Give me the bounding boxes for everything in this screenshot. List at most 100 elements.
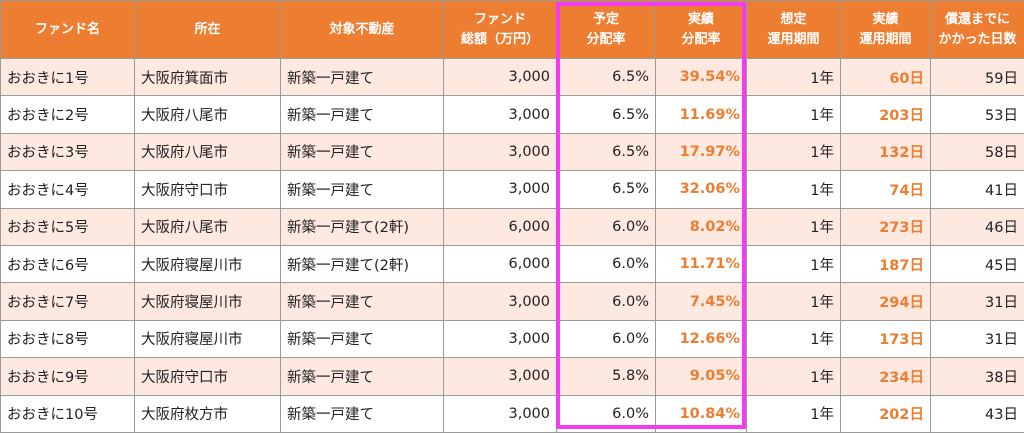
location-cell: 大阪府寝屋川市 (135, 283, 281, 320)
property-cell: 新築一戸建て (281, 96, 444, 133)
planned-period-cell: 1年 (747, 133, 841, 170)
property-cell: 新築一戸建て (281, 320, 444, 357)
property-cell: 新築一戸建て (281, 395, 444, 432)
planned-period-cell: 1年 (747, 395, 841, 432)
planned-rate-cell: 6.0% (557, 283, 656, 320)
fund-name-cell: おおきに4号 (1, 171, 135, 208)
property-cell: 新築一戸建て(2軒) (281, 208, 444, 245)
location-cell: 大阪府八尾市 (135, 133, 281, 170)
table-header-row: ファンド名所在対象不動産ファンド総額（万円）予定分配率実績分配率想定運用期間実績… (1, 1, 1024, 59)
planned-period-cell: 1年 (747, 283, 841, 320)
fund-name-cell: おおきに6号 (1, 245, 135, 282)
header-location: 所在 (135, 1, 281, 59)
fund-name-cell: おおきに9号 (1, 358, 135, 395)
location-cell: 大阪府箕面市 (135, 59, 281, 96)
planned-period-cell: 1年 (747, 320, 841, 357)
header-planned-period: 想定運用期間 (747, 1, 841, 59)
planned-rate-cell: 6.0% (557, 208, 656, 245)
location-cell: 大阪府枚方市 (135, 395, 281, 432)
planned-period-cell: 1年 (747, 59, 841, 96)
planned-period-cell: 1年 (747, 96, 841, 133)
header-fund-total: ファンド総額（万円） (444, 1, 557, 59)
location-cell: 大阪府八尾市 (135, 96, 281, 133)
location-cell: 大阪府寝屋川市 (135, 245, 281, 282)
header-label-line: ファンド (450, 10, 550, 30)
header-label-line: 運用期間 (847, 30, 924, 50)
actual-rate-cell: 8.02% (656, 208, 747, 245)
header-label-line: 想定 (753, 10, 834, 30)
actual-period-cell: 203日 (841, 96, 931, 133)
actual-rate-cell: 12.66% (656, 320, 747, 357)
header-label-line: 予定 (563, 10, 649, 30)
planned-period-cell: 1年 (747, 171, 841, 208)
planned-period-cell: 1年 (747, 358, 841, 395)
location-cell: 大阪府守口市 (135, 171, 281, 208)
property-cell: 新築一戸建て (281, 283, 444, 320)
actual-rate-cell: 32.06% (656, 171, 747, 208)
fund-total-cell: 3,000 (444, 96, 557, 133)
planned-rate-cell: 6.0% (557, 395, 656, 432)
days-to-redemption-cell: 41日 (931, 171, 1024, 208)
fund-total-cell: 3,000 (444, 395, 557, 432)
header-label-line: 実績 (662, 10, 740, 30)
days-to-redemption-cell: 45日 (931, 245, 1024, 282)
header-planned-rate: 予定分配率 (557, 1, 656, 59)
planned-rate-cell: 6.5% (557, 59, 656, 96)
actual-rate-cell: 9.05% (656, 358, 747, 395)
days-to-redemption-cell: 31日 (931, 283, 1024, 320)
days-to-redemption-cell: 58日 (931, 133, 1024, 170)
location-cell: 大阪府寝屋川市 (135, 320, 281, 357)
actual-period-cell: 294日 (841, 283, 931, 320)
fund-name-cell: おおきに10号 (1, 395, 135, 432)
actual-period-cell: 273日 (841, 208, 931, 245)
header-label-line: 実績 (847, 10, 924, 30)
fund-name-cell: おおきに2号 (1, 96, 135, 133)
actual-period-cell: 202日 (841, 395, 931, 432)
fund-total-cell: 3,000 (444, 171, 557, 208)
planned-rate-cell: 6.0% (557, 245, 656, 282)
actual-period-cell: 234日 (841, 358, 931, 395)
fund-name-cell: おおきに3号 (1, 133, 135, 170)
fund-total-cell: 3,000 (444, 283, 557, 320)
actual-period-cell: 132日 (841, 133, 931, 170)
header-label-line: 分配率 (563, 30, 649, 50)
planned-rate-cell: 6.5% (557, 133, 656, 170)
actual-period-cell: 74日 (841, 171, 931, 208)
fund-total-cell: 3,000 (444, 320, 557, 357)
fund-total-cell: 6,000 (444, 208, 557, 245)
header-label-line: 対象不動産 (287, 20, 437, 40)
header-label-line: かかった日数 (937, 30, 1018, 50)
property-cell: 新築一戸建て (281, 133, 444, 170)
header-fund-name: ファンド名 (1, 1, 135, 59)
planned-period-cell: 1年 (747, 245, 841, 282)
actual-rate-cell: 11.69% (656, 96, 747, 133)
planned-rate-cell: 5.8% (557, 358, 656, 395)
planned-rate-cell: 6.5% (557, 96, 656, 133)
property-cell: 新築一戸建て(2軒) (281, 245, 444, 282)
fund-name-cell: おおきに7号 (1, 283, 135, 320)
days-to-redemption-cell: 46日 (931, 208, 1024, 245)
days-to-redemption-cell: 31日 (931, 320, 1024, 357)
fund-total-cell: 3,000 (444, 358, 557, 395)
header-label-line: 分配率 (662, 30, 740, 50)
actual-rate-cell: 10.84% (656, 395, 747, 432)
planned-rate-cell: 6.5% (557, 171, 656, 208)
actual-period-cell: 187日 (841, 245, 931, 282)
fund-name-cell: おおきに1号 (1, 59, 135, 96)
property-cell: 新築一戸建て (281, 171, 444, 208)
fund-total-cell: 3,000 (444, 133, 557, 170)
days-to-redemption-cell: 53日 (931, 96, 1024, 133)
header-label-line: 償還までに (937, 10, 1018, 30)
days-to-redemption-cell: 59日 (931, 59, 1024, 96)
fund-total-cell: 3,000 (444, 59, 557, 96)
location-cell: 大阪府守口市 (135, 358, 281, 395)
